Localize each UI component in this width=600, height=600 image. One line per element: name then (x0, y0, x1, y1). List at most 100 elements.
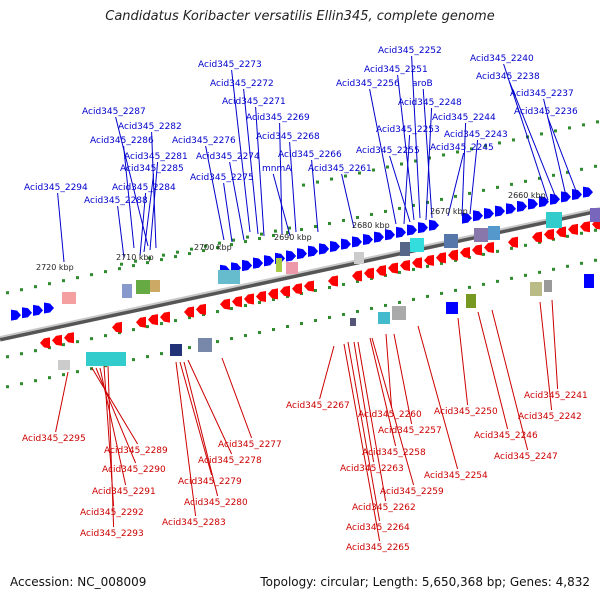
tick-dot (372, 169, 375, 172)
tick-dot (342, 313, 345, 316)
tick-dot (496, 250, 499, 253)
tick-dot (258, 331, 261, 334)
forward-gene-label: Acid345_2240 (470, 54, 534, 64)
forward-gene-label: mnmA (262, 164, 292, 174)
reverse-gene-label: Acid345_2247 (494, 452, 558, 462)
reverse-gene-arrow (412, 257, 422, 268)
protein-domain-box (590, 208, 600, 222)
tick-dot (20, 352, 23, 355)
reverse-leader-line (320, 346, 334, 399)
forward-gene-arrow (341, 239, 351, 250)
tick-dot (344, 175, 347, 178)
forward-gene-label: Acid345_2253 (376, 125, 440, 135)
tick-dot (356, 216, 359, 219)
tick-dot (594, 165, 597, 168)
forward-gene-arrow (330, 241, 340, 252)
forward-gene-arrow (561, 191, 571, 202)
reverse-gene-arrow (52, 335, 62, 346)
tick-dot (62, 343, 65, 346)
reverse-gene-arrow (256, 291, 266, 302)
tick-dot (302, 184, 305, 187)
tick-dot (260, 233, 263, 236)
protein-domain-box (446, 302, 458, 314)
tick-dot (190, 248, 193, 251)
tick-dot (230, 337, 233, 340)
protein-domain-box (544, 280, 552, 292)
tick-label: 2690 kbp (274, 233, 312, 242)
tick-dot (258, 237, 261, 240)
forward-gene-label: Acid345_2282 (118, 122, 182, 132)
tick-dot (132, 358, 135, 361)
forward-gene-arrow (506, 203, 516, 214)
tick-label: 2700 kbp (194, 243, 232, 252)
forward-gene-arrow (33, 305, 43, 316)
forward-leader-line (510, 82, 556, 198)
reverse-gene-arrow (136, 317, 146, 328)
reverse-gene-arrow (196, 304, 206, 315)
tick-dot (174, 319, 177, 322)
protein-domain-box (378, 312, 390, 324)
tick-dot (582, 123, 585, 126)
forward-gene-arrow (429, 220, 439, 231)
tick-dot (6, 291, 9, 294)
forward-gene-label: Acid345_2244 (432, 113, 496, 123)
tick-dot (398, 271, 401, 274)
reverse-gene-label: Acid345_2246 (474, 431, 538, 441)
tick-dot (118, 267, 121, 270)
tick-dot (90, 337, 93, 340)
tick-dot (244, 240, 247, 243)
reverse-leader-line (348, 342, 380, 521)
reverse-gene-arrow (244, 294, 254, 305)
tick-dot (76, 276, 79, 279)
forward-gene-label: Acid345_2255 (356, 146, 420, 156)
protein-domain-box (392, 306, 406, 320)
reverse-leader-line (222, 358, 252, 438)
tick-dot (426, 295, 429, 298)
reverse-gene-label: Acid345_2250 (434, 407, 498, 417)
reverse-gene-arrow (376, 265, 386, 276)
tick-dot (512, 138, 515, 141)
forward-gene-label: Acid345_2266 (278, 150, 342, 160)
tick-dot (510, 183, 513, 186)
forward-gene-arrow (22, 307, 32, 318)
tick-dot (384, 304, 387, 307)
tick-dot (90, 273, 93, 276)
tick-dot (510, 247, 513, 250)
tick-dot (498, 141, 501, 144)
tick-label: 2670 kbp (430, 207, 468, 216)
forward-gene-arrow (319, 243, 329, 254)
reverse-gene-arrow (220, 299, 230, 310)
tick-dot (328, 316, 331, 319)
protein-domain-box (170, 344, 182, 356)
reverse-gene-label: Acid345_2291 (92, 487, 156, 497)
protein-domain-box (150, 280, 160, 292)
tick-dot (398, 301, 401, 304)
forward-gene-arrow (517, 201, 527, 212)
reverse-gene-arrow (580, 221, 590, 232)
tick-dot (300, 228, 303, 231)
forward-gene-label: Acid345_2251 (364, 65, 428, 75)
tick-dot (442, 153, 445, 156)
forward-gene-label: Acid345_2271 (222, 97, 286, 107)
reverse-leader-line (184, 362, 218, 496)
forward-gene-arrow (473, 210, 483, 221)
tick-label: 2680 kbp (352, 221, 390, 230)
forward-leader-line (58, 193, 64, 262)
forward-gene-label: Acid345_2285 (120, 164, 184, 174)
tick-dot (34, 285, 37, 288)
forward-gene-label: Acid345_2281 (124, 152, 188, 162)
tick-dot (552, 268, 555, 271)
forward-leader-line (390, 156, 410, 222)
tick-dot (356, 310, 359, 313)
forward-gene-arrow (242, 260, 252, 271)
tick-dot (76, 370, 79, 373)
tick-dot (454, 289, 457, 292)
forward-gene-label: Acid345_2238 (476, 72, 540, 82)
forward-gene-label: Acid345_2236 (514, 107, 578, 117)
reverse-gene-arrow (388, 263, 398, 274)
forward-gene-label: Acid345_2261 (308, 164, 372, 174)
reverse-gene-arrow (280, 286, 290, 297)
reverse-gene-arrow (112, 322, 122, 333)
reverse-gene-arrow (352, 270, 362, 281)
